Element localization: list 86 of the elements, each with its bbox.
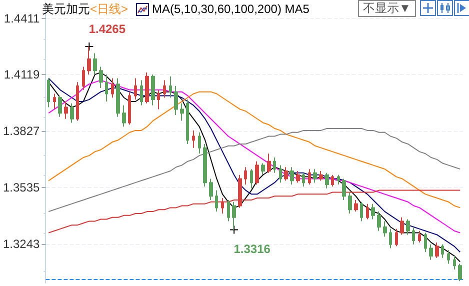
y-tick-label: 1.3827 bbox=[3, 124, 40, 138]
candlestick bbox=[354, 199, 358, 212]
candlestick bbox=[238, 174, 242, 208]
candlestick bbox=[250, 168, 253, 189]
candlestick bbox=[319, 170, 323, 182]
candlestick bbox=[261, 162, 265, 176]
candlestick bbox=[64, 100, 68, 120]
candlestick bbox=[116, 78, 120, 118]
candlestick bbox=[87, 46, 91, 75]
candlestick bbox=[128, 91, 131, 126]
candlestick bbox=[447, 250, 450, 264]
candlestick bbox=[192, 130, 195, 148]
candlestick bbox=[342, 178, 346, 200]
candlestick bbox=[70, 102, 74, 124]
candlestick bbox=[180, 102, 184, 122]
candlestick bbox=[325, 172, 329, 189]
annotation: 1.3316 bbox=[234, 242, 271, 256]
candlestick bbox=[383, 220, 387, 238]
candlestick bbox=[377, 211, 381, 232]
y-tick-label: 1.4119 bbox=[4, 68, 40, 82]
candlestick bbox=[232, 201, 236, 230]
candlestick bbox=[337, 174, 340, 186]
candlestick bbox=[99, 66, 103, 88]
candlestick bbox=[371, 203, 375, 220]
candlestick bbox=[290, 166, 294, 186]
candlestick bbox=[169, 76, 172, 98]
line-series bbox=[48, 91, 461, 208]
candlestick bbox=[441, 244, 444, 258]
y-tick-label: 1.4411 bbox=[4, 11, 40, 26]
candlestick bbox=[82, 66, 85, 90]
candlestick bbox=[203, 143, 207, 187]
y-tick-label: 1.3535 bbox=[3, 180, 40, 194]
candlestick bbox=[273, 156, 276, 174]
candlestick bbox=[186, 99, 189, 144]
annotation: 不显示▼ bbox=[358, 0, 416, 17]
annotation: MA(5,10,30,60,100,200) MA5 bbox=[152, 2, 310, 16]
candlestick bbox=[424, 232, 427, 253]
candlestick bbox=[400, 216, 404, 236]
candlestick bbox=[389, 228, 392, 249]
candlestick bbox=[227, 199, 230, 222]
candlestick bbox=[412, 226, 415, 245]
candlestick bbox=[134, 78, 137, 100]
candlestick bbox=[395, 228, 398, 247]
candlestick bbox=[302, 172, 305, 187]
candlestick bbox=[284, 166, 288, 182]
candlestick bbox=[105, 74, 108, 102]
y-tick-label: 1.3243 bbox=[3, 236, 40, 251]
candlestick bbox=[221, 198, 224, 214]
candlestick bbox=[458, 263, 462, 282]
candlestick bbox=[418, 230, 421, 243]
candlestick bbox=[331, 174, 334, 187]
candlestick bbox=[93, 52, 97, 75]
candlestick bbox=[435, 242, 439, 258]
candlestick bbox=[157, 89, 160, 110]
candlestick bbox=[255, 160, 259, 186]
candlestick bbox=[429, 244, 433, 260]
candlestick bbox=[58, 95, 62, 118]
line-series bbox=[48, 190, 461, 234]
candlestick bbox=[406, 218, 410, 236]
candlestick bbox=[244, 166, 247, 186]
candlestick bbox=[174, 86, 178, 116]
line-series bbox=[48, 128, 461, 212]
candlestick bbox=[47, 78, 50, 108]
candlestick bbox=[313, 168, 317, 184]
candlestick bbox=[140, 80, 143, 106]
candlestick bbox=[296, 170, 300, 184]
candlestick bbox=[163, 80, 166, 98]
candlestick bbox=[453, 255, 456, 270]
candlestick bbox=[151, 74, 155, 106]
candlestick bbox=[53, 93, 56, 110]
candlestick bbox=[215, 190, 218, 212]
candlestick bbox=[111, 78, 114, 98]
candlestick bbox=[76, 82, 79, 122]
candlestick bbox=[122, 104, 126, 128]
candlestick bbox=[360, 201, 363, 222]
chart-title: 美元加元 bbox=[42, 0, 90, 18]
candlestick bbox=[366, 203, 369, 220]
candlestick bbox=[198, 132, 201, 154]
chart-subtitle: <日线> bbox=[90, 0, 128, 18]
annotation: 1.4265 bbox=[88, 22, 126, 36]
candlestick bbox=[279, 164, 282, 184]
candlestick bbox=[348, 192, 352, 214]
candlestick bbox=[209, 178, 213, 200]
candlestick bbox=[308, 168, 311, 186]
candlestick bbox=[145, 72, 149, 104]
candlestick bbox=[267, 153, 271, 174]
